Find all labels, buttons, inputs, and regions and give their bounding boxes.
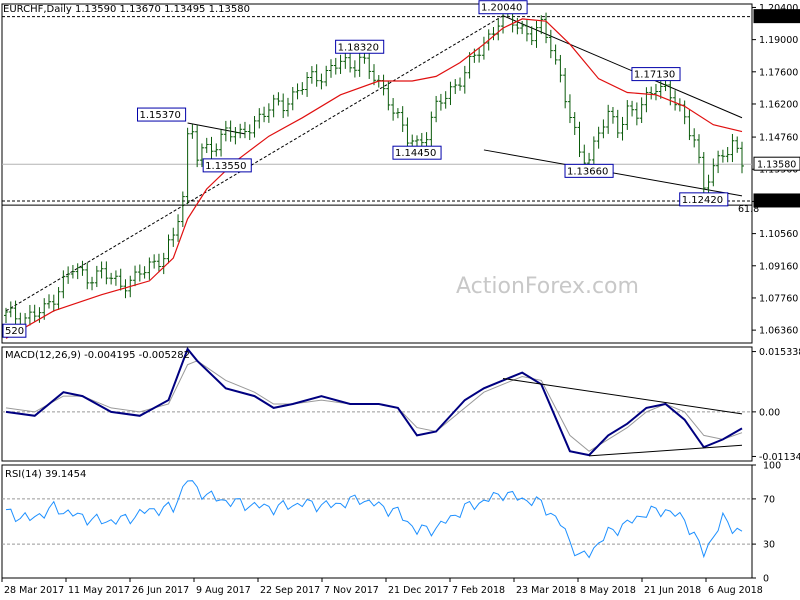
price-label-box [137, 107, 187, 122]
panel-frame [1, 464, 753, 579]
price-label-box [478, 0, 528, 15]
price-label: 1.14450 [395, 148, 436, 159]
price-label: 1.13660 [567, 166, 608, 177]
y-tick-label: 1.16200 [759, 99, 798, 110]
y-tick-label: 1.17600 [759, 67, 798, 78]
x-tick-label: 22 Sep 2017 [260, 585, 320, 596]
price-label-box [679, 192, 729, 207]
macd-trendline-bottom [589, 444, 743, 457]
x-tick-label: 21 Jun 2018 [644, 585, 701, 596]
price-label-box [2, 323, 27, 338]
panel-frame [1, 3, 753, 344]
x-axis: 28 Mar 2017 11 May 2017 26 Jun 2017 9 Aug 2… [1, 578, 763, 596]
y-tick-label: 1.06360 [759, 326, 798, 337]
y-tick-label: 1.20400 [759, 3, 798, 14]
x-tick-label: 9 Aug 2017 [196, 585, 251, 596]
macd-signal-line [5, 360, 743, 452]
rsi-line [5, 480, 743, 559]
macd-panel: 0.015338 0.00 -0.011344 [1, 346, 800, 463]
fib-annotation: 61.8 [738, 204, 759, 215]
price-marker [753, 9, 800, 24]
y-tick-label: 1.19000 [759, 35, 798, 46]
price-marker-label: 1.11980 [757, 196, 796, 207]
price-label: 1.12420 [682, 195, 723, 206]
price-label: 1.15370 [140, 110, 181, 121]
price-marker [753, 193, 800, 208]
y-tick-label: 0.00 [759, 407, 780, 418]
y-tick-label: 1.10560 [759, 229, 798, 240]
price-label: 1.17130 [634, 70, 675, 81]
price-marker-label: 1.20000 [757, 12, 796, 23]
y-tick-label: 70 [763, 494, 775, 505]
moving-average-line [5, 18, 743, 339]
y-tick-label: 0.015338 [759, 347, 800, 358]
price-label-box [335, 39, 385, 54]
watermark: ActionForex.com [456, 274, 639, 299]
price-label-box [202, 158, 252, 173]
x-tick-label: 21 Dec 2017 [388, 585, 449, 596]
x-tick-label: 8 May 2018 [580, 585, 636, 596]
macd-title: MACD(12,26,9) -0.004195 -0.005282 [5, 350, 190, 361]
y-tick-label: 30 [763, 540, 775, 551]
y-tick-label: -0.011344 [759, 452, 800, 463]
rising-trendline [5, 15, 504, 312]
price-marker-label: 1.13580 [757, 160, 796, 171]
chart-title: EURCHF,Daily 1.13590 1.13670 1.13495 1.1… [3, 4, 250, 15]
rsi-title: RSI(14) 39.1454 [5, 469, 86, 480]
y-tick-label: 100 [763, 461, 781, 472]
macd-trendline-top [502, 377, 743, 415]
y-tick-label: 1.07760 [759, 293, 798, 304]
price-label: 1.20040 [481, 3, 522, 14]
x-tick-label: 23 Mar 2018 [516, 585, 576, 596]
x-tick-label: 7 Feb 2018 [452, 585, 505, 596]
price-label: 1.18320 [338, 42, 379, 53]
x-tick-label: 7 Nov 2017 [324, 585, 379, 596]
rsi-panel: 100 70 30 0 [1, 461, 781, 585]
price-panel: 1.204001.190001.176001.162001.147601.133… [1, 0, 800, 344]
x-tick-label: 28 Mar 2017 [4, 585, 64, 596]
y-tick-label: 0 [763, 574, 769, 585]
x-tick-label: 26 Jun 2017 [132, 585, 189, 596]
price-label: 520 [5, 326, 24, 337]
y-tick-label: 1.14760 [759, 133, 798, 144]
y-tick-label: 1.09160 [759, 261, 798, 272]
falling-channel-top [502, 15, 743, 119]
price-label-box [564, 163, 614, 178]
panel-frame [1, 346, 753, 462]
price-marker [753, 156, 800, 171]
price-label-box [392, 145, 442, 160]
price-label: 1.13550 [205, 161, 246, 172]
macd-line [5, 347, 743, 457]
price-label-box [631, 67, 681, 82]
x-tick-label: 11 May 2017 [68, 585, 130, 596]
x-tick-label: 6 Aug 2018 [708, 585, 763, 596]
